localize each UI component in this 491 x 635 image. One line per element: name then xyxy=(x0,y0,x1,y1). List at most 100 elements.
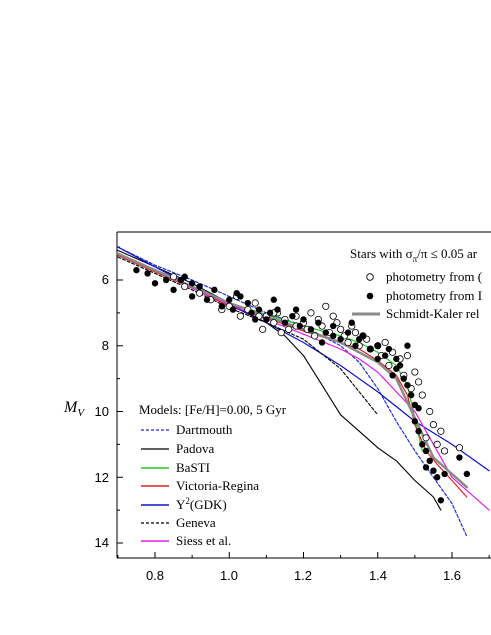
point-filled xyxy=(266,309,274,317)
y-axis-title: MV xyxy=(63,399,85,419)
data-points xyxy=(133,266,471,504)
point-open xyxy=(307,309,315,317)
point-filled xyxy=(144,270,151,277)
point-filled xyxy=(292,306,300,313)
point-filled xyxy=(367,345,374,353)
x-tick-label: 0.8 xyxy=(146,568,164,583)
point-filled xyxy=(348,319,355,326)
point-filled xyxy=(355,335,363,343)
point-filled xyxy=(307,326,315,333)
point-filled xyxy=(318,339,326,346)
point-filled xyxy=(162,276,170,284)
point-open xyxy=(270,319,278,327)
point-filled xyxy=(426,457,433,465)
x-tick-label: 1.6 xyxy=(443,568,461,583)
point-open xyxy=(195,289,204,297)
point-filled xyxy=(229,306,237,313)
point-filled xyxy=(393,365,400,372)
point-open xyxy=(251,299,259,307)
point-open xyxy=(181,282,189,291)
point-filled xyxy=(463,470,471,478)
point-filled xyxy=(415,428,422,435)
legend-stars: Stars with σπ/π ≤ 0.05 ar photometry fro… xyxy=(350,246,482,321)
point-filled xyxy=(422,464,430,471)
y-tick-label: 10 xyxy=(95,404,109,419)
point-open xyxy=(411,368,419,376)
point-filled xyxy=(441,470,448,478)
point-filled xyxy=(188,293,196,300)
x-tick-label: 1.4 xyxy=(369,568,387,583)
legend-label-geneva: Geneva xyxy=(176,515,216,530)
point-filled xyxy=(422,447,430,455)
point-filled xyxy=(404,382,411,389)
legend-marker-open-circle xyxy=(366,273,374,281)
point-filled xyxy=(433,474,441,481)
series-line-geneva xyxy=(117,256,379,416)
point-open xyxy=(440,447,449,455)
point-open xyxy=(433,440,441,448)
point-filled xyxy=(203,296,211,303)
point-open xyxy=(337,325,345,333)
x-tick-label: 1.0 xyxy=(220,568,238,583)
point-filled xyxy=(385,345,393,353)
point-filled xyxy=(437,497,445,504)
point-filled xyxy=(252,316,259,323)
point-filled xyxy=(233,289,240,297)
legend-label-victoria-regina: Victoria-Regina xyxy=(176,478,259,493)
legend-label-schmidt-kaler: Schmidt-Kaler rel xyxy=(386,306,480,321)
point-open xyxy=(329,312,337,320)
point-filled xyxy=(296,322,303,330)
axis-ticks xyxy=(117,246,490,558)
y-tick-labels: 6 8 10 12 14 xyxy=(95,272,109,550)
point-filled xyxy=(337,335,344,343)
point-open xyxy=(311,332,319,340)
point-open xyxy=(437,427,445,435)
point-open xyxy=(277,328,285,337)
point-filled xyxy=(170,286,177,294)
legend-models: Models: [Fe/H]=0.00, 5 Gyr Dartmouth Pad… xyxy=(139,402,287,548)
series-line-padova xyxy=(117,249,442,511)
legend-label-siess: Siess et al. xyxy=(176,533,231,548)
point-filled xyxy=(352,342,359,349)
point-filled xyxy=(430,467,437,474)
series-line-schmidt-kaler-relation xyxy=(117,252,469,489)
point-filled xyxy=(151,280,159,287)
point-open xyxy=(381,338,389,347)
point-filled xyxy=(419,441,426,448)
point-filled xyxy=(415,405,422,412)
point-filled xyxy=(188,280,196,287)
point-open xyxy=(385,361,393,370)
point-filled xyxy=(226,296,233,303)
y-tick-label: 14 xyxy=(95,535,109,550)
point-filled xyxy=(181,273,188,280)
point-filled xyxy=(411,418,419,425)
y-axis-title-main: M xyxy=(63,399,79,416)
point-open xyxy=(285,325,293,333)
legend-label-basti: BaSTI xyxy=(176,460,210,475)
point-open xyxy=(414,378,423,386)
point-open xyxy=(236,312,244,320)
point-filled xyxy=(404,342,411,349)
point-open xyxy=(422,434,430,442)
y-tick-label: 8 xyxy=(102,338,109,353)
point-open xyxy=(429,421,438,429)
point-filled xyxy=(300,316,307,323)
point-filled xyxy=(393,355,400,363)
point-filled xyxy=(289,312,296,320)
point-filled xyxy=(381,352,389,359)
point-filled xyxy=(389,372,396,379)
legend-label-padova: Padova xyxy=(176,441,215,456)
x-tick-label: 1.2 xyxy=(294,568,312,583)
legend-label-y2gdk: Y2(GDK) xyxy=(176,496,227,512)
point-open xyxy=(351,328,360,337)
point-filled xyxy=(456,454,463,461)
point-filled xyxy=(400,375,407,382)
point-open xyxy=(455,444,464,452)
point-filled xyxy=(374,342,381,349)
point-filled xyxy=(281,319,289,326)
point-open xyxy=(344,338,352,347)
point-open xyxy=(403,352,412,360)
point-open xyxy=(426,407,434,416)
point-filled xyxy=(407,391,415,399)
